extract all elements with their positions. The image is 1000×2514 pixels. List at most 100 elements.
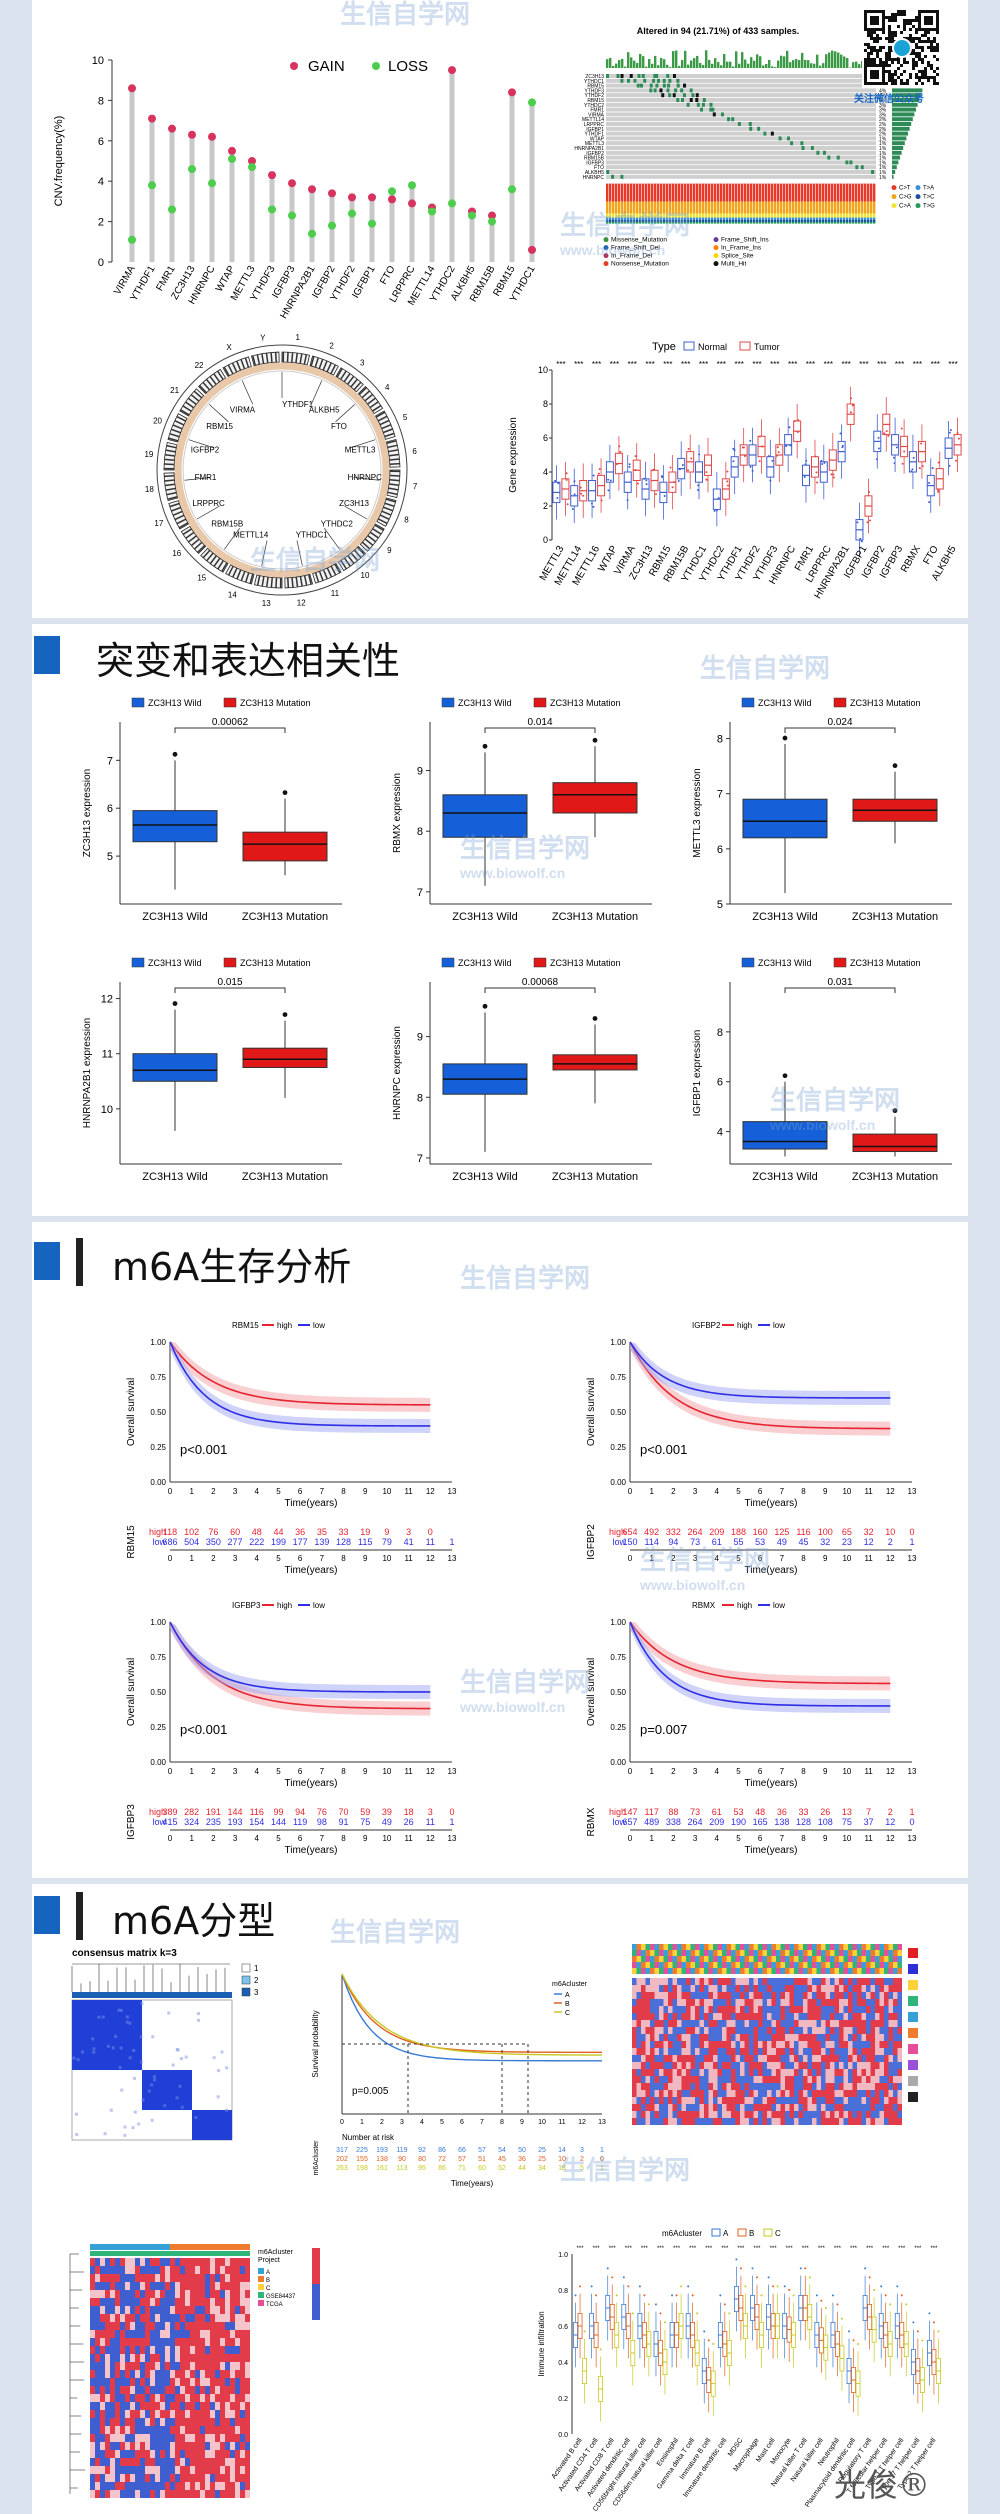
heatmap-cell: [659, 2111, 664, 2118]
qr-module: [870, 37, 873, 40]
consensus-noise: [151, 2035, 155, 2039]
heatmap-cell: [180, 2330, 185, 2338]
y-tick-label: 10: [92, 55, 104, 67]
heatmap-cell: [762, 1992, 767, 1999]
heatmap-cell: [830, 2118, 835, 2125]
heatmap-cell: [897, 2090, 902, 2097]
km-gene-label: RBMX: [692, 1601, 716, 1610]
heatmap-cell: [90, 2322, 95, 2330]
qr-module: [918, 76, 921, 79]
jitter-point: [582, 494, 585, 497]
y-tick-label: 0.75: [150, 1373, 166, 1382]
ideogram-band: [322, 569, 328, 580]
heatmap-cell: [245, 2410, 250, 2418]
mutation-cell: [709, 102, 713, 107]
ideogram-band: [290, 352, 294, 363]
annotation-cell: [641, 1944, 646, 1950]
qr-module: [915, 31, 918, 34]
box: [242, 1047, 328, 1068]
titv-cell: [864, 213, 867, 218]
titv-cell: [765, 217, 768, 220]
heatmap-cell: [145, 2298, 150, 2306]
heatmap-cell: [245, 2426, 250, 2434]
heatmap-cell: [195, 2426, 200, 2434]
heatmap-cell: [884, 2020, 889, 2027]
titv-cell: [804, 201, 807, 214]
titv-cell: [669, 213, 672, 218]
consensus-legend-label: 1: [254, 1964, 259, 1973]
heatmap-cell: [641, 2069, 646, 2076]
heatmap-cell: [115, 2290, 120, 2298]
heatmap-cell: [210, 2466, 215, 2474]
risk-x-tick-label: 6: [758, 1834, 763, 1843]
y-tick-label: 0.25: [610, 1443, 626, 1452]
heatmap-cell: [731, 1978, 736, 1985]
titv-cell: [654, 220, 657, 222]
heatmap-cell: [205, 2394, 210, 2402]
heatmap-cell: [140, 2290, 145, 2298]
qr-module: [933, 70, 936, 73]
titv-cell: [846, 201, 849, 214]
heatmap-cell: [210, 2402, 215, 2410]
heatmap-cell: [165, 2434, 170, 2442]
risk-low-count: 41: [404, 1537, 414, 1547]
heatmap-cell: [821, 2104, 826, 2111]
heatmap-cell: [180, 2466, 185, 2474]
y-tick-label: 12: [101, 994, 113, 1006]
risk-high-count: 99: [273, 1807, 283, 1817]
heatmap-cell: [170, 2330, 175, 2338]
heatmap-cell: [690, 2006, 695, 2013]
heatmap-cell: [717, 2097, 722, 2104]
heatmap-cell: [857, 2041, 862, 2048]
jitter-point: [715, 509, 718, 512]
heatmap-cell: [708, 2048, 713, 2055]
risk-count: 57: [478, 2147, 486, 2154]
annotation-cell: [767, 1944, 772, 1950]
heatmap-cell: [731, 2076, 736, 2083]
heatmap-cell: [740, 2027, 745, 2034]
y-tick-label: 0.50: [150, 1408, 166, 1417]
m6a-heatmap: [632, 1944, 918, 2125]
km-curve: [341, 1973, 603, 2062]
titv-cell: [672, 183, 675, 202]
heatmap-cell: [155, 2298, 160, 2306]
heatmap-cell: [195, 2266, 200, 2274]
heatmap-cell: [884, 2104, 889, 2111]
titv-cell: [750, 222, 753, 224]
heatmap-cell: [180, 2434, 185, 2442]
qr-module: [921, 46, 924, 49]
heatmap-cell: [125, 2482, 130, 2490]
heatmap-cell: [740, 1992, 745, 1999]
titv-cell: [777, 213, 780, 218]
risk-high-count: 33: [799, 1807, 809, 1817]
titv-cell: [651, 220, 654, 222]
heatmap-cell: [677, 1992, 682, 1999]
heatmap-cell: [767, 2020, 772, 2027]
titv-cell: [753, 183, 756, 202]
heatmap-cell: [663, 2111, 668, 2118]
heatmap-cell: [195, 2354, 200, 2362]
risk-high-count: 73: [690, 1807, 700, 1817]
heatmap-cell: [245, 2298, 250, 2306]
heatmap-cell: [220, 2370, 225, 2378]
titv-cell: [609, 222, 612, 224]
titv-cell: [756, 220, 759, 222]
qr-module: [921, 82, 924, 85]
titv-cell: [858, 217, 861, 220]
heatmap-cell: [708, 2034, 713, 2041]
annotation-cell: [803, 1962, 808, 1968]
gene-label: FMR1: [590, 108, 604, 114]
titv-cell: [618, 222, 621, 224]
heatmap-cell: [160, 2418, 165, 2426]
qr-module: [891, 16, 894, 19]
x-tick-label: 2: [211, 1487, 216, 1496]
risk-table-gene: IGFBP2: [586, 1524, 597, 1560]
heatmap-cell: [205, 2338, 210, 2346]
heatmap-cell: [165, 2426, 170, 2434]
heatmap-cell: [110, 2434, 115, 2442]
qr-module: [921, 34, 924, 37]
heatmap-cell: [165, 2330, 170, 2338]
annotation-cell: [708, 1956, 713, 1962]
annotation-cell: [789, 1962, 794, 1968]
heatmap-cell: [225, 2306, 230, 2314]
